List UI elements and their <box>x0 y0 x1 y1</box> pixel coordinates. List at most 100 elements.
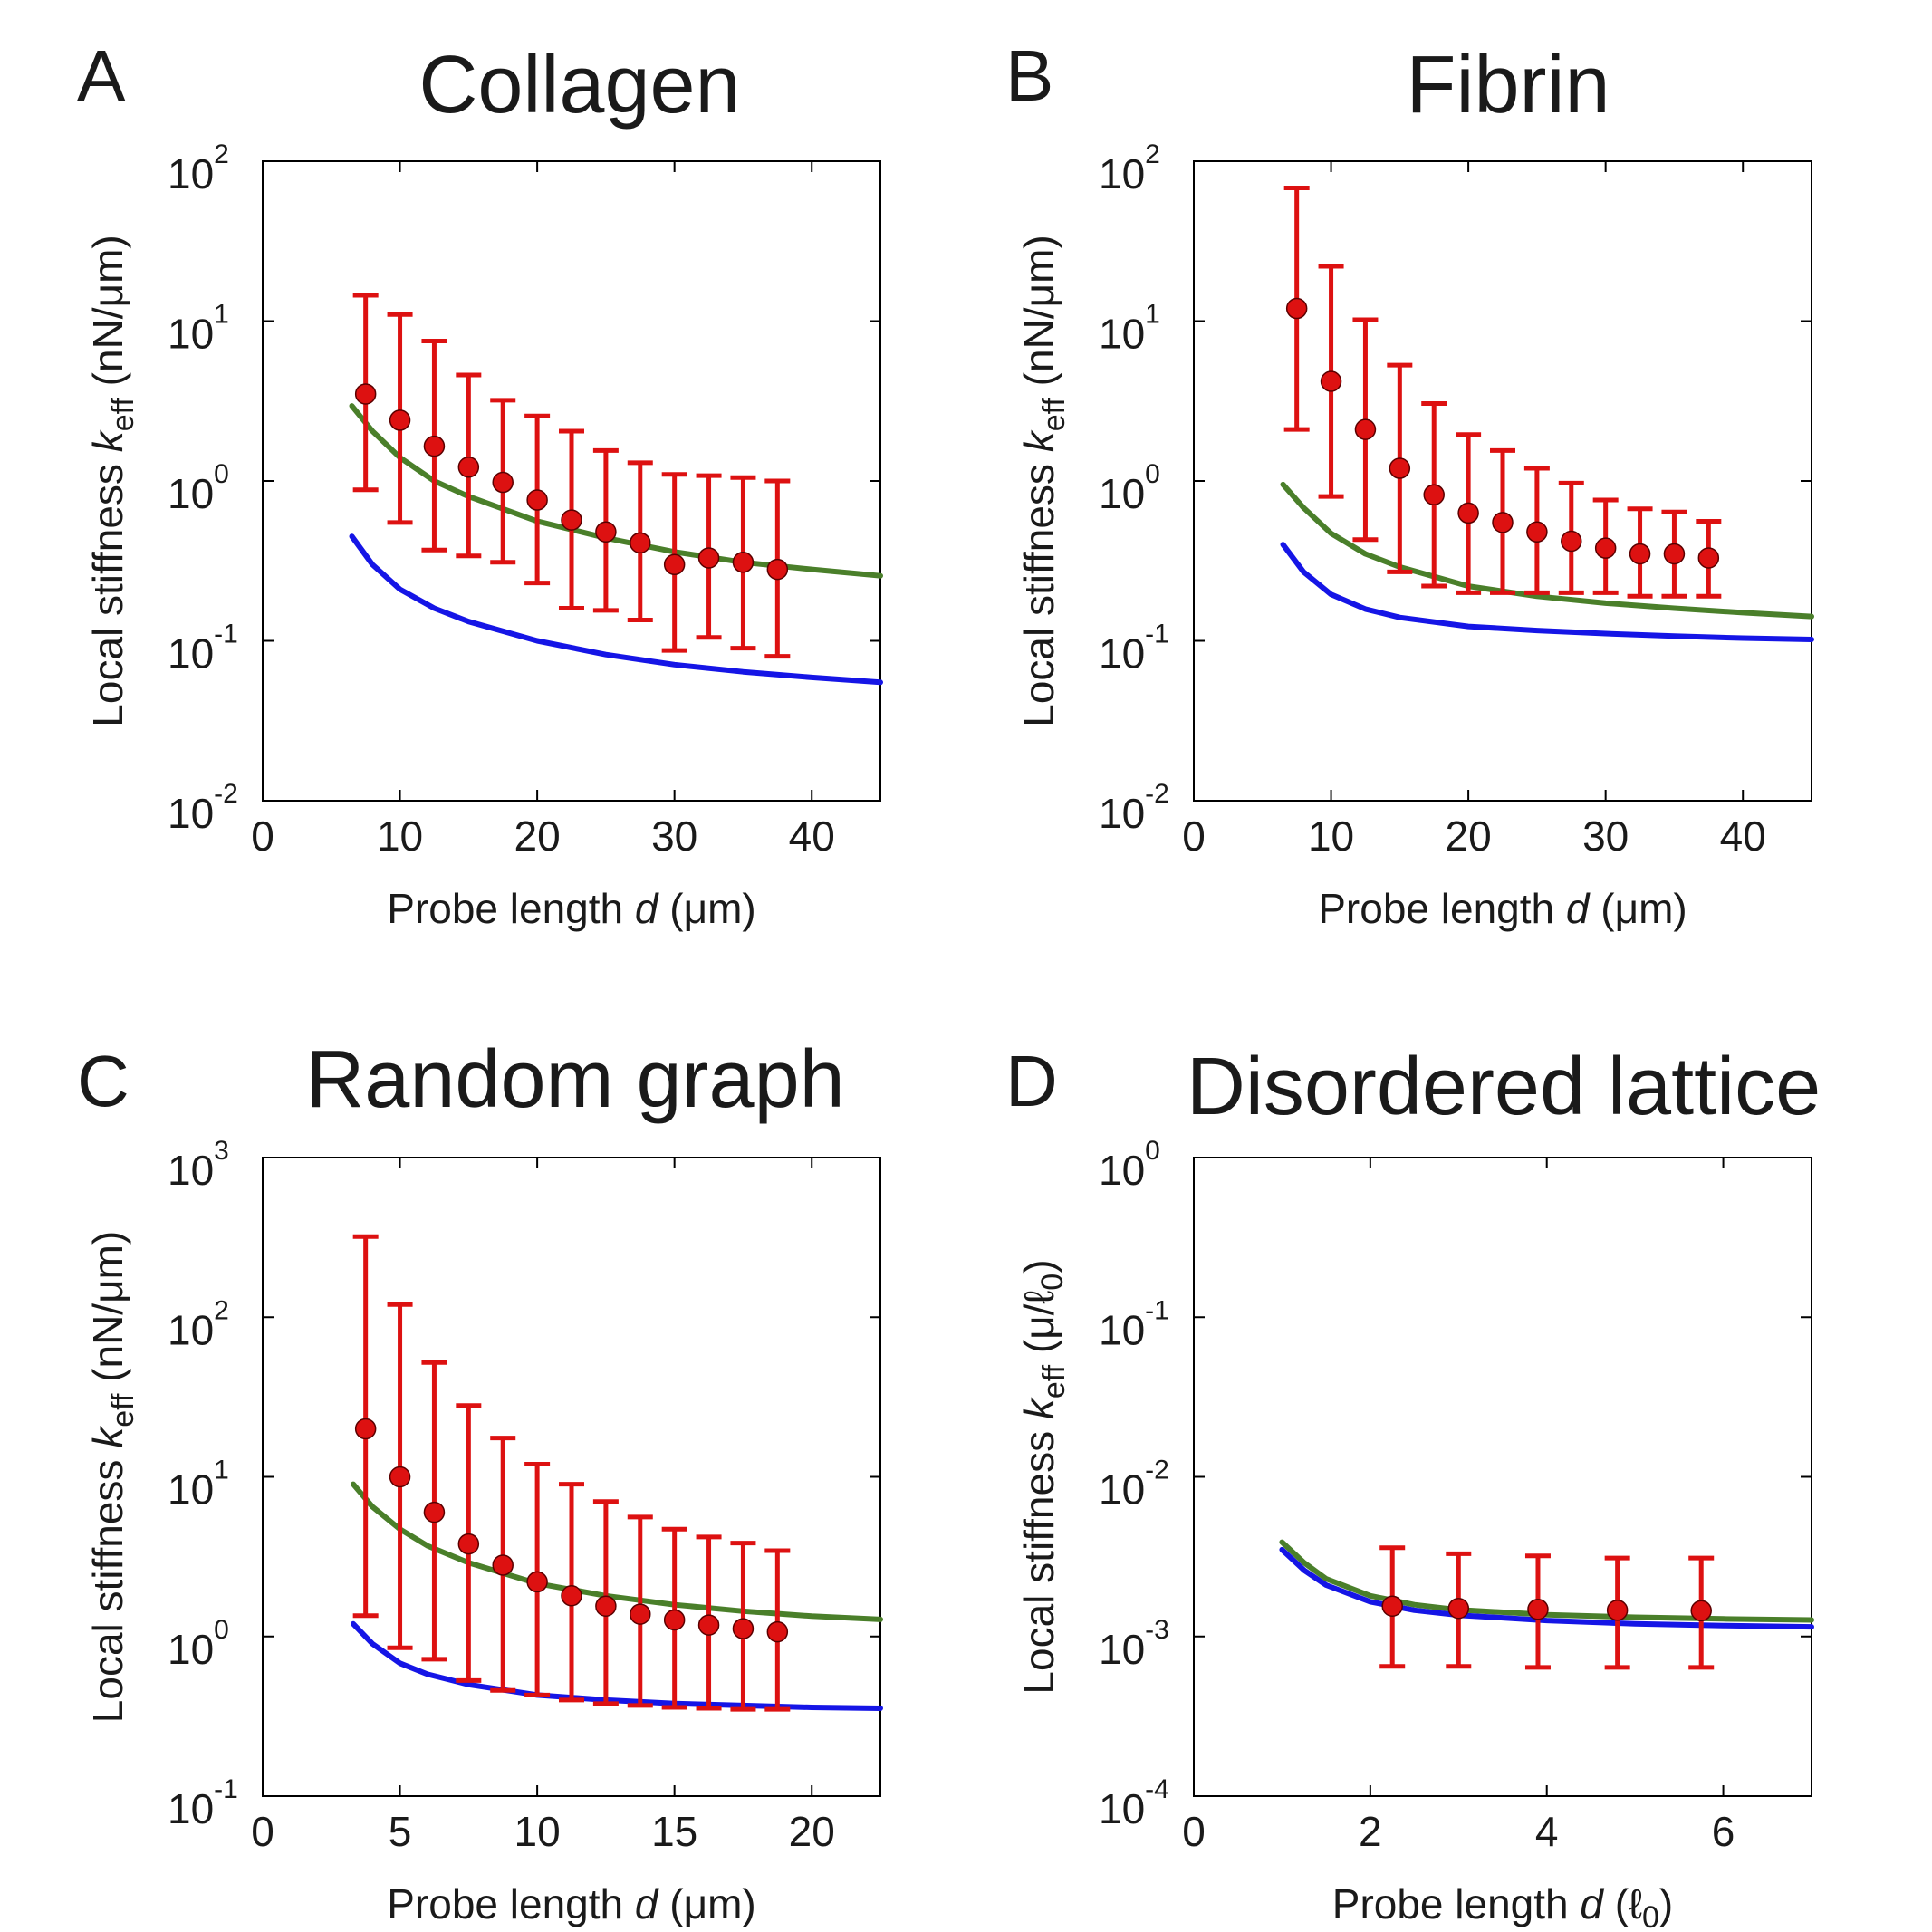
x-tick-label: 2 <box>1359 1808 1382 1855</box>
data-point <box>595 521 617 543</box>
data-point <box>1697 547 1720 569</box>
y-tick-label: 100 <box>1099 459 1160 517</box>
y-tick-base: 10 <box>1099 630 1145 678</box>
y-axis-label-var: k <box>1015 429 1062 452</box>
plot-frame <box>1193 1157 1812 1797</box>
x-tick-label: 30 <box>1582 812 1629 860</box>
data-point <box>1561 530 1582 553</box>
data-point <box>1381 1595 1403 1617</box>
data-point <box>1594 537 1617 559</box>
x-axis-label-unit: (μm) <box>658 1880 756 1927</box>
y-axis-label-text: Local stiffness <box>84 1448 131 1723</box>
x-axis-label-unit-close: ) <box>1659 1880 1673 1927</box>
panel-title: Random graph <box>305 1034 844 1125</box>
x-axis-label-text: Probe length <box>1318 885 1566 932</box>
data-point <box>1690 1600 1712 1622</box>
y-tick-base: 10 <box>168 311 214 358</box>
data-point <box>1492 512 1514 533</box>
y-tick-exponent: 1 <box>214 1456 229 1485</box>
y-axis-label-unit-sub: 0 <box>1035 1274 1070 1291</box>
data-point <box>1320 370 1342 392</box>
x-axis-label-var: d <box>635 885 659 932</box>
y-tick-base: 10 <box>168 790 214 837</box>
y-axis-label-text: Local stiffness <box>84 452 131 726</box>
data-point <box>1526 521 1548 543</box>
y-tick-label: 10-2 <box>168 779 238 837</box>
y-tick-base: 10 <box>168 1785 214 1832</box>
y-tick-exponent: -2 <box>1145 1456 1169 1485</box>
y-tick-base: 10 <box>1099 150 1145 197</box>
x-tick-label: 0 <box>251 812 274 860</box>
y-tick-base: 10 <box>1099 1147 1145 1194</box>
y-tick-label: 102 <box>168 1295 229 1353</box>
y-axis-label-text: Local stiffness <box>1015 452 1062 726</box>
x-axis-label-var: d <box>1566 885 1591 932</box>
data-point <box>1354 418 1377 440</box>
data-point <box>1457 502 1479 524</box>
y-tick-exponent: 2 <box>214 139 229 169</box>
y-tick-exponent: 0 <box>1145 1136 1160 1166</box>
data-point <box>354 1418 377 1440</box>
data-series <box>352 1234 791 1712</box>
panel-letter: A <box>77 35 126 116</box>
y-tick-label: 10-2 <box>1099 1456 1169 1514</box>
x-tick-label: 4 <box>1535 1808 1559 1855</box>
y-tick-label: 103 <box>168 1136 229 1194</box>
y-axis-label-var: k <box>1015 1397 1062 1419</box>
y-tick-label: 101 <box>1099 300 1160 358</box>
y-tick-base: 10 <box>168 470 214 517</box>
x-tick-label: 10 <box>377 812 423 860</box>
y-tick-label: 10-3 <box>1099 1615 1169 1673</box>
green-curve <box>1280 481 1814 620</box>
data-point <box>663 553 686 576</box>
x-tick-label: 30 <box>651 812 697 860</box>
y-tick-exponent: 1 <box>1145 300 1160 330</box>
y-tick-base: 10 <box>1099 311 1145 358</box>
y-axis-label-sub: eff <box>1037 398 1072 432</box>
x-tick-label: 10 <box>1308 812 1354 860</box>
y-axis-label: Local stiffness keff (nN/μm) <box>84 235 140 726</box>
x-tick-label: 10 <box>514 1808 561 1855</box>
data-point <box>389 409 411 431</box>
y-axis-label-sub: eff <box>106 1393 140 1427</box>
panel-letter: B <box>1005 35 1053 116</box>
x-axis-label-text: Probe length <box>1332 1880 1581 1927</box>
data-point <box>561 1585 582 1607</box>
panel-letter: D <box>1005 1041 1058 1121</box>
panel-title: Disordered lattice <box>1187 1042 1821 1132</box>
y-axis-label: Local stiffness keff (μ/ℓ0) <box>1015 1259 1072 1694</box>
y-tick-exponent: -2 <box>214 779 238 809</box>
x-axis-label: Probe length d (μm) <box>387 885 756 932</box>
data-point <box>595 1595 617 1617</box>
data-point <box>1285 297 1308 320</box>
y-axis-label: Local stiffness keff (nN/μm) <box>1015 235 1072 726</box>
x-tick-label: 40 <box>789 812 835 860</box>
y-tick-base: 10 <box>1099 470 1145 517</box>
panel-letter: C <box>77 1041 130 1121</box>
blue-curve <box>1280 542 1814 642</box>
y-tick-base: 10 <box>168 1466 214 1514</box>
data-point <box>1606 1600 1629 1621</box>
y-tick-base: 10 <box>1099 1306 1145 1353</box>
y-axis-label-var: k <box>84 1426 131 1448</box>
y-tick-base: 10 <box>168 1306 214 1353</box>
y-tick-label: 10-1 <box>1099 1295 1169 1353</box>
x-axis-label-var: d <box>1580 1880 1604 1927</box>
y-tick-label: 102 <box>1099 139 1160 197</box>
y-tick-base: 10 <box>168 1626 214 1673</box>
x-tick-label: 0 <box>251 1808 274 1855</box>
y-tick-label: 100 <box>1099 1136 1160 1194</box>
data-point <box>354 383 377 405</box>
x-tick-label: 20 <box>789 1808 835 1855</box>
x-axis-label: Probe length d (μm) <box>1318 885 1687 932</box>
data-point <box>423 435 446 457</box>
data-point <box>457 1533 480 1555</box>
y-axis-label: Local stiffness keff (nN/μm) <box>84 1231 140 1723</box>
data-point <box>732 1618 755 1639</box>
y-tick-label: 102 <box>168 139 229 197</box>
